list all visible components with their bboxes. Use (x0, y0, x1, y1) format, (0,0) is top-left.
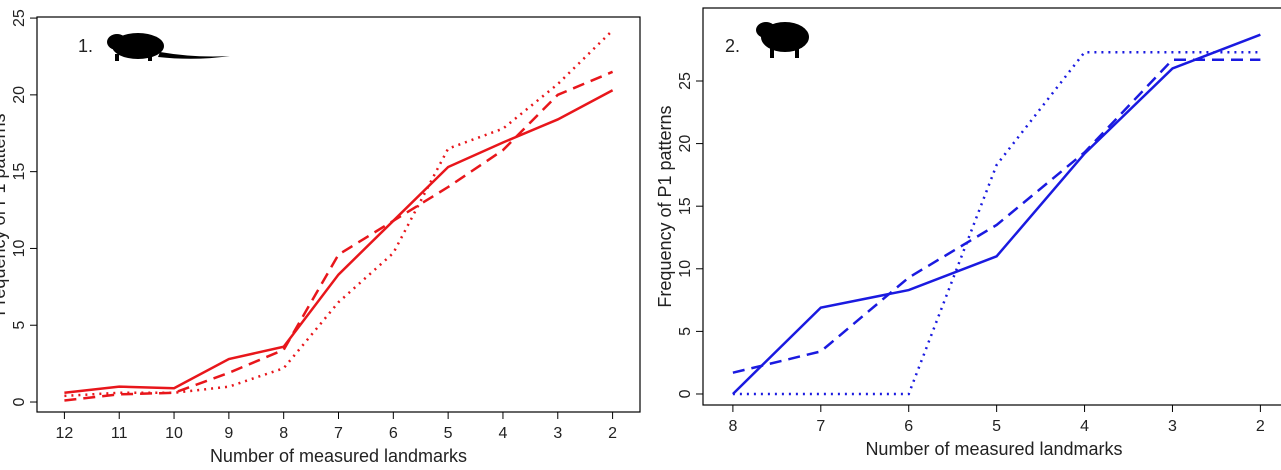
x-tick-label: 5 (992, 418, 1001, 435)
series-line (732, 58, 1261, 374)
x-tick-label: 4 (1080, 418, 1089, 435)
panel-label: 1. (78, 36, 93, 56)
x-axis-label: Number of measured landmarks (210, 446, 467, 465)
x-tick-label: 2 (608, 425, 617, 442)
x-tick-label: 7 (816, 418, 825, 435)
plot-frame (702, 7, 1281, 406)
series-line (732, 33, 1261, 395)
y-tick-label: 5 (11, 321, 28, 330)
x-tick-label: 8 (728, 418, 737, 435)
y-tick-label: 25 (677, 72, 694, 90)
x-tick-label: 10 (165, 425, 183, 442)
plot-frame (36, 16, 641, 413)
x-tick-label: 4 (499, 425, 508, 442)
y-tick-label: 0 (677, 389, 694, 398)
panel-label: 2. (725, 36, 740, 56)
x-tick-label: 7 (334, 425, 343, 442)
x-tick-label: 9 (224, 425, 233, 442)
agouti-silhouette (756, 22, 809, 58)
x-tick-label: 3 (553, 425, 562, 442)
y-tick-label: 25 (11, 9, 28, 27)
x-tick-label: 3 (1168, 418, 1177, 435)
y-axis-label: Frequency of P1 patterns (655, 105, 675, 307)
series-line (64, 70, 614, 402)
series-line (64, 29, 614, 398)
rat-silhouette (107, 33, 230, 61)
series-line (732, 50, 1261, 396)
x-tick-label: 8 (279, 425, 288, 442)
x-tick-label: 12 (56, 425, 74, 442)
y-tick-label: 20 (677, 135, 694, 153)
y-axis-label: Frequency of P1 patterns (0, 113, 9, 315)
y-tick-label: 20 (11, 86, 28, 104)
y-tick-label: 15 (11, 163, 28, 181)
series-line (64, 89, 614, 395)
x-tick-label: 6 (904, 418, 913, 435)
y-tick-label: 0 (11, 397, 28, 406)
y-tick-label: 10 (11, 239, 28, 257)
y-tick-label: 10 (677, 260, 694, 278)
y-tick-label: 15 (677, 197, 694, 215)
x-tick-label: 5 (444, 425, 453, 442)
x-tick-label: 6 (389, 425, 398, 442)
x-tick-label: 11 (111, 425, 128, 442)
x-axis-label: Number of measured landmarks (865, 439, 1122, 459)
y-tick-label: 5 (677, 327, 694, 336)
x-tick-label: 2 (1256, 418, 1265, 435)
